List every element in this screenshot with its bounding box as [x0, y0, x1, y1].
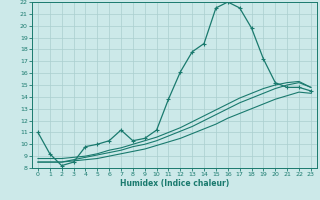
X-axis label: Humidex (Indice chaleur): Humidex (Indice chaleur) — [120, 179, 229, 188]
